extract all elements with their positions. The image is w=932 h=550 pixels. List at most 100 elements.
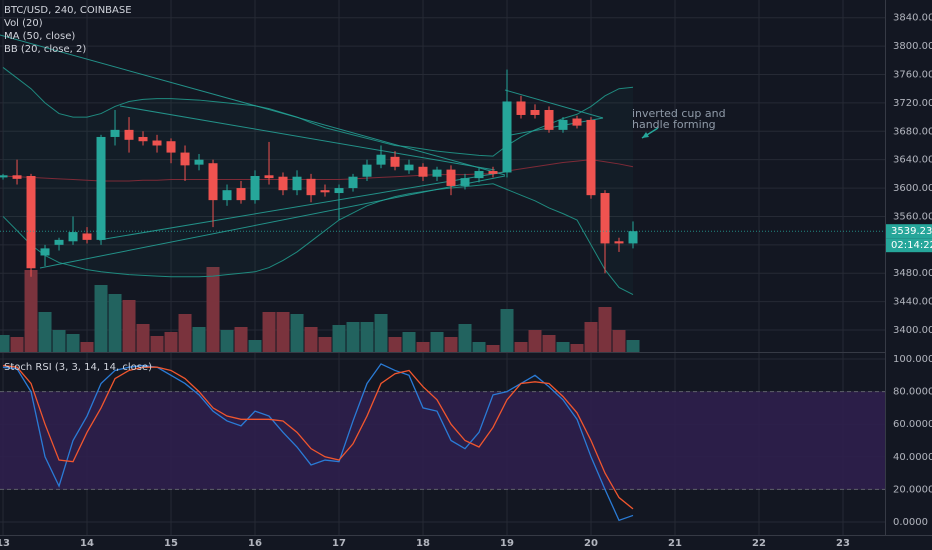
candle-body xyxy=(0,175,8,178)
x-tick-label: 13 xyxy=(0,538,10,549)
candle-body xyxy=(250,176,260,201)
volume-bar xyxy=(584,322,598,352)
volume-bar xyxy=(192,327,206,352)
candle-body xyxy=(152,140,162,146)
candle-body xyxy=(320,190,330,193)
candle-body xyxy=(54,239,64,245)
labels: BTC/USD, 240, COINBASE Vol (20) MA (50, … xyxy=(0,5,932,549)
volume-bar xyxy=(0,335,10,352)
x-tick-label: 17 xyxy=(332,538,346,549)
ma-line xyxy=(2,159,634,182)
candle-body xyxy=(558,119,568,130)
candle-body xyxy=(68,232,78,242)
candle-body xyxy=(418,166,428,177)
y-tick-label: 80.0000 xyxy=(893,387,932,398)
candle-body xyxy=(572,118,582,126)
trendline xyxy=(0,34,506,176)
volume-bar xyxy=(430,332,444,352)
x-tick-label: 16 xyxy=(248,538,262,549)
candle-body xyxy=(530,110,540,115)
candle-body xyxy=(488,171,498,174)
volume-bar xyxy=(374,314,388,352)
candles xyxy=(0,69,885,277)
y-tick-label: 100.0000 xyxy=(893,354,932,365)
candle-body xyxy=(600,193,610,244)
rsi-line xyxy=(2,363,634,522)
candle-body xyxy=(26,176,36,269)
volume-bar xyxy=(514,342,528,352)
y-tick-label: 3720.00 xyxy=(893,98,932,109)
countdown-label: 02:14:22 xyxy=(891,240,932,251)
y-tick-label: 3640.00 xyxy=(893,155,932,166)
volume-bar xyxy=(556,342,570,352)
volume-bar xyxy=(80,342,94,352)
legend-ma: MA (50, close) xyxy=(4,31,75,42)
volume-bar xyxy=(248,340,262,352)
candle-body xyxy=(306,178,316,196)
volume-bar xyxy=(332,325,346,352)
candle-body xyxy=(236,188,246,201)
candle-body xyxy=(586,119,596,196)
y-tick-label: 3760.00 xyxy=(893,70,932,81)
volume-bar xyxy=(360,322,374,352)
volume-bar xyxy=(136,324,150,352)
trendline xyxy=(119,105,496,171)
candle-body xyxy=(40,248,50,256)
volume-bar xyxy=(528,330,542,352)
x-tick-label: 21 xyxy=(668,538,682,549)
volume-bar xyxy=(486,345,500,352)
volume-bar xyxy=(24,270,38,352)
rsi-line xyxy=(2,364,634,510)
candle-body xyxy=(180,152,190,166)
candle-body xyxy=(82,233,92,240)
x-tick-label: 22 xyxy=(752,538,766,549)
candle-body xyxy=(460,178,470,186)
bb-lower xyxy=(2,183,634,295)
y-tick-label: 3800.00 xyxy=(893,41,932,52)
candle-body xyxy=(502,101,512,173)
countdown-box xyxy=(886,238,932,253)
bb-fill xyxy=(3,67,634,295)
trendline xyxy=(98,171,506,241)
volume-bar xyxy=(38,312,52,352)
candle-body xyxy=(96,136,106,240)
volume-bar xyxy=(472,342,486,352)
candle-body xyxy=(404,164,414,171)
volume-bar xyxy=(10,337,24,352)
volume-bar xyxy=(612,330,626,352)
candle-body xyxy=(110,129,120,137)
volume-bar xyxy=(206,267,220,352)
candle-body xyxy=(166,141,176,153)
volume-bar xyxy=(94,285,108,352)
candle-body xyxy=(124,129,134,140)
x-tick-label: 14 xyxy=(80,538,94,549)
volume-bar xyxy=(66,334,80,352)
candle-body xyxy=(208,163,218,201)
candle-body xyxy=(334,188,344,194)
x-tick-label: 23 xyxy=(836,538,850,549)
volume-bar xyxy=(458,324,472,352)
volume-bar xyxy=(304,327,318,352)
candle-body xyxy=(432,169,442,177)
candle-body xyxy=(362,164,372,177)
volume-bar xyxy=(52,330,66,352)
candle-body xyxy=(516,101,526,115)
candle-body xyxy=(614,241,624,244)
volume-bar xyxy=(318,337,332,352)
volume-bar xyxy=(626,340,640,352)
rsi-title: Stoch RSI (3, 3, 14, 14, close) xyxy=(4,362,152,373)
candle-body xyxy=(222,190,232,201)
y-tick-label: 3560.00 xyxy=(893,211,932,222)
y-tick-label: 3680.00 xyxy=(893,126,932,137)
trendline xyxy=(39,175,506,269)
candle-body xyxy=(544,110,554,130)
candle-body xyxy=(628,231,638,244)
y-tick-label: 60.0000 xyxy=(893,419,932,430)
rsi-band xyxy=(0,391,885,490)
candle-body xyxy=(12,175,22,179)
candle-body xyxy=(446,169,456,186)
indicator-layer xyxy=(2,67,634,522)
candle-body xyxy=(390,156,400,167)
volume-bar xyxy=(290,314,304,352)
